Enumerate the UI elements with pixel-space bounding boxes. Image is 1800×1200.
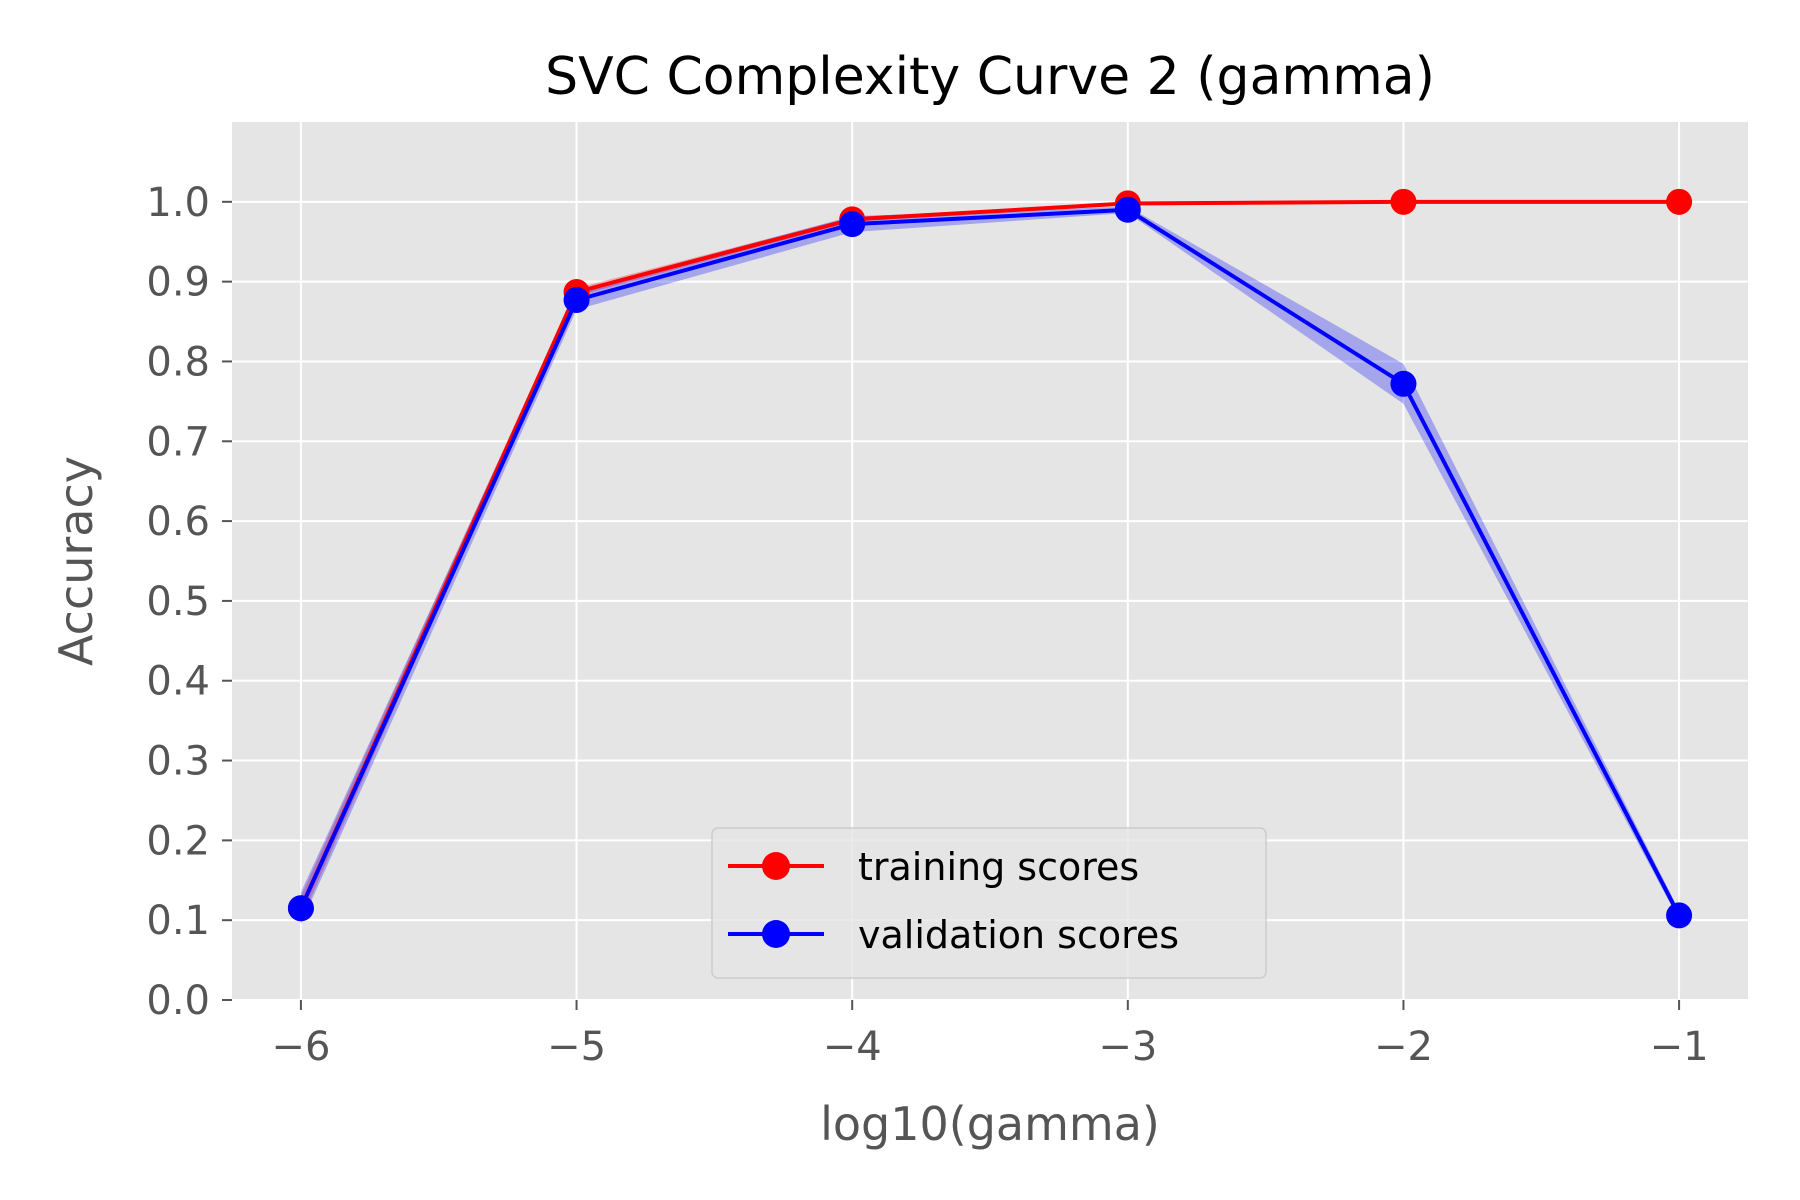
y-tick-label-9: 0.9 (146, 260, 210, 306)
legend-marker-validation (762, 920, 790, 948)
x-axis-label: log10(gamma) (820, 1097, 1160, 1151)
x-tick-label-1: −5 (547, 1024, 606, 1070)
series-1-point-3 (1114, 196, 1141, 223)
chart-title: SVC Complexity Curve 2 (gamma) (545, 47, 1435, 107)
y-tick-label-1: 0.1 (146, 898, 210, 944)
x-tick-label-4: −2 (1374, 1024, 1433, 1070)
y-tick-label-4: 0.4 (146, 659, 210, 705)
y-tick-label-0: 0.0 (146, 978, 210, 1024)
series-line-0 (299, 199, 1680, 910)
y-tick-label-8: 0.8 (146, 339, 210, 385)
y-axis-label: Accuracy (49, 456, 103, 666)
legend: training scores validation scores (711, 827, 1267, 979)
legend-label-training: training scores (858, 845, 1139, 889)
x-tick-label-5: −1 (1650, 1024, 1709, 1070)
series-1-point-0 (287, 895, 314, 922)
y-tick-label-2: 0.2 (146, 818, 210, 864)
series-0-point-5 (1666, 188, 1693, 215)
series-0-point-4 (1390, 188, 1417, 215)
y-tick-label-3: 0.3 (146, 739, 210, 785)
series-lines (299, 199, 1681, 917)
x-axis-ticks: −6 −5 −4 −3 −2 −1 (271, 1000, 1709, 1070)
x-tick-label-3: −3 (1098, 1024, 1157, 1070)
series-line-1 (299, 207, 1681, 917)
legend-frame (711, 827, 1267, 979)
y-tick-label-5: 0.5 (146, 579, 210, 625)
y-tick-label-7: 0.7 (146, 419, 210, 465)
series-1-point-1 (563, 286, 590, 313)
series-1-point-4 (1390, 370, 1417, 397)
y-tick-label-6: 0.6 (146, 499, 210, 545)
y-axis-ticks: 0.0 0.1 0.2 0.3 0.4 0.5 0.6 0.7 0.8 0.9 1.0 (146, 180, 232, 1024)
x-tick-label-0: −6 (271, 1024, 330, 1070)
series-1-point-2 (839, 211, 866, 238)
series-1-point-5 (1666, 902, 1693, 929)
legend-label-validation: validation scores (858, 913, 1179, 957)
series-markers (287, 188, 1693, 929)
x-tick-label-2: −4 (823, 1024, 882, 1070)
legend-marker-training (762, 852, 790, 880)
y-tick-label-10: 1.0 (146, 180, 210, 226)
